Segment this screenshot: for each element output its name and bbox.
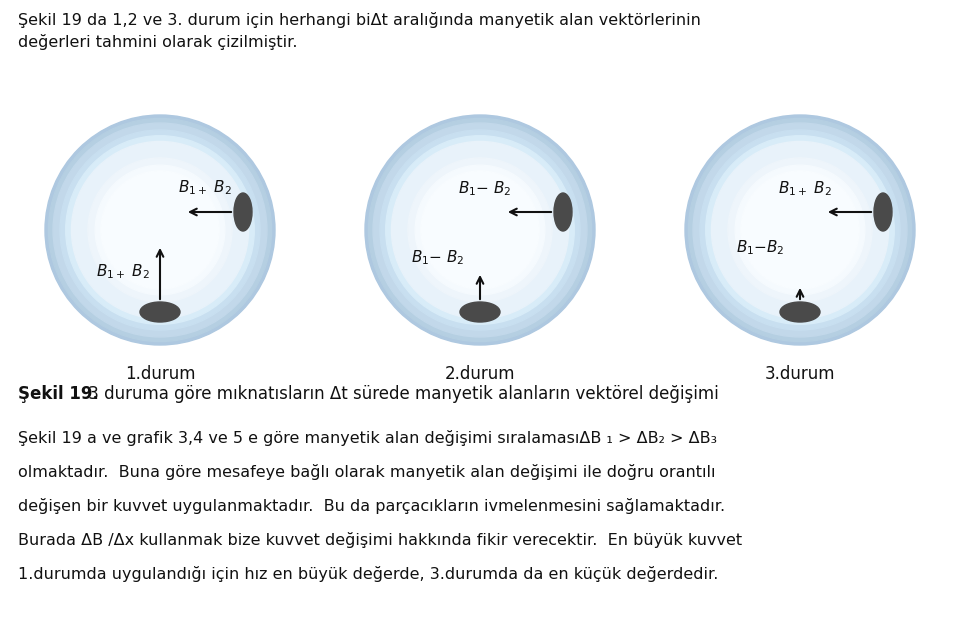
Circle shape: [373, 123, 587, 337]
Circle shape: [728, 158, 872, 302]
Text: olmaktadır.  Buna göre mesafeye bağlı olarak manyetik alan değişimi ile doğru or: olmaktadır. Buna göre mesafeye bağlı ola…: [18, 464, 715, 480]
Circle shape: [408, 158, 552, 302]
Text: $B_1\mathrm{-}B_2$: $B_1\mathrm{-}B_2$: [736, 239, 785, 258]
Circle shape: [88, 158, 232, 302]
Text: değişen bir kuvvet uygulanmaktadır.  Bu da parçacıkların ivmelenmesini sağlamakt: değişen bir kuvvet uygulanmaktadır. Bu d…: [18, 498, 725, 514]
Circle shape: [386, 136, 574, 324]
Ellipse shape: [780, 302, 820, 322]
Circle shape: [688, 118, 912, 342]
Circle shape: [101, 171, 219, 289]
Text: $B_{1+}\ B_2$: $B_{1+}\ B_2$: [178, 178, 232, 197]
Circle shape: [706, 136, 895, 324]
Ellipse shape: [460, 302, 500, 322]
Circle shape: [735, 165, 865, 295]
Circle shape: [45, 115, 275, 345]
Circle shape: [693, 123, 907, 337]
Circle shape: [48, 118, 272, 342]
Text: değerleri tahmini olarak çizilmiştir.: değerleri tahmini olarak çizilmiştir.: [18, 34, 298, 50]
Text: 1.durum: 1.durum: [125, 365, 195, 383]
Circle shape: [60, 130, 260, 330]
Circle shape: [685, 115, 915, 345]
Ellipse shape: [234, 193, 252, 231]
Circle shape: [420, 171, 540, 289]
Text: $B_1\mathrm{-}\ B_2$: $B_1\mathrm{-}\ B_2$: [458, 180, 512, 198]
Circle shape: [392, 142, 568, 319]
Circle shape: [95, 165, 225, 295]
Circle shape: [711, 142, 889, 319]
Text: Burada ΔB /Δx kullanmak bize kuvvet değişimi hakkında fikir verecektir.  En büyü: Burada ΔB /Δx kullanmak bize kuvvet deği…: [18, 532, 742, 548]
Text: 2.durum: 2.durum: [444, 365, 516, 383]
Text: 3.durum: 3.durum: [765, 365, 835, 383]
Circle shape: [65, 136, 254, 324]
Text: Şekil 19 da 1,2 ve 3. durum için herhangi biΔt aralığında manyetik alan vektörle: Şekil 19 da 1,2 ve 3. durum için herhang…: [18, 12, 701, 28]
Text: 1.durumda uygulandığı için hız en büyük değerde, 3.durumda da en küçük değerdedi: 1.durumda uygulandığı için hız en büyük …: [18, 566, 718, 582]
Text: 3 duruma göre mıknatısların Δt sürede manyetik alanların vektörel değişimi: 3 duruma göre mıknatısların Δt sürede ma…: [83, 385, 719, 403]
Circle shape: [700, 130, 900, 330]
Text: Şekil 19 a ve grafik 3,4 ve 5 e göre manyetik alan değişimi sıralamasıΔB ₁ > ΔB₂: Şekil 19 a ve grafik 3,4 ve 5 e göre man…: [18, 430, 717, 446]
Text: $B_{1+}\ B_2$: $B_{1+}\ B_2$: [96, 262, 150, 282]
Circle shape: [415, 165, 544, 295]
Circle shape: [741, 171, 859, 289]
Text: $B_1\mathrm{-}\ B_2$: $B_1\mathrm{-}\ B_2$: [412, 249, 465, 267]
Ellipse shape: [874, 193, 892, 231]
Circle shape: [369, 118, 591, 342]
Text: $B_{1+}\ B_2$: $B_{1+}\ B_2$: [778, 180, 832, 198]
Ellipse shape: [554, 193, 572, 231]
Ellipse shape: [140, 302, 180, 322]
Text: Şekil 19.: Şekil 19.: [18, 385, 99, 403]
Circle shape: [380, 130, 580, 330]
Circle shape: [53, 123, 267, 337]
Circle shape: [365, 115, 595, 345]
Circle shape: [71, 142, 249, 319]
